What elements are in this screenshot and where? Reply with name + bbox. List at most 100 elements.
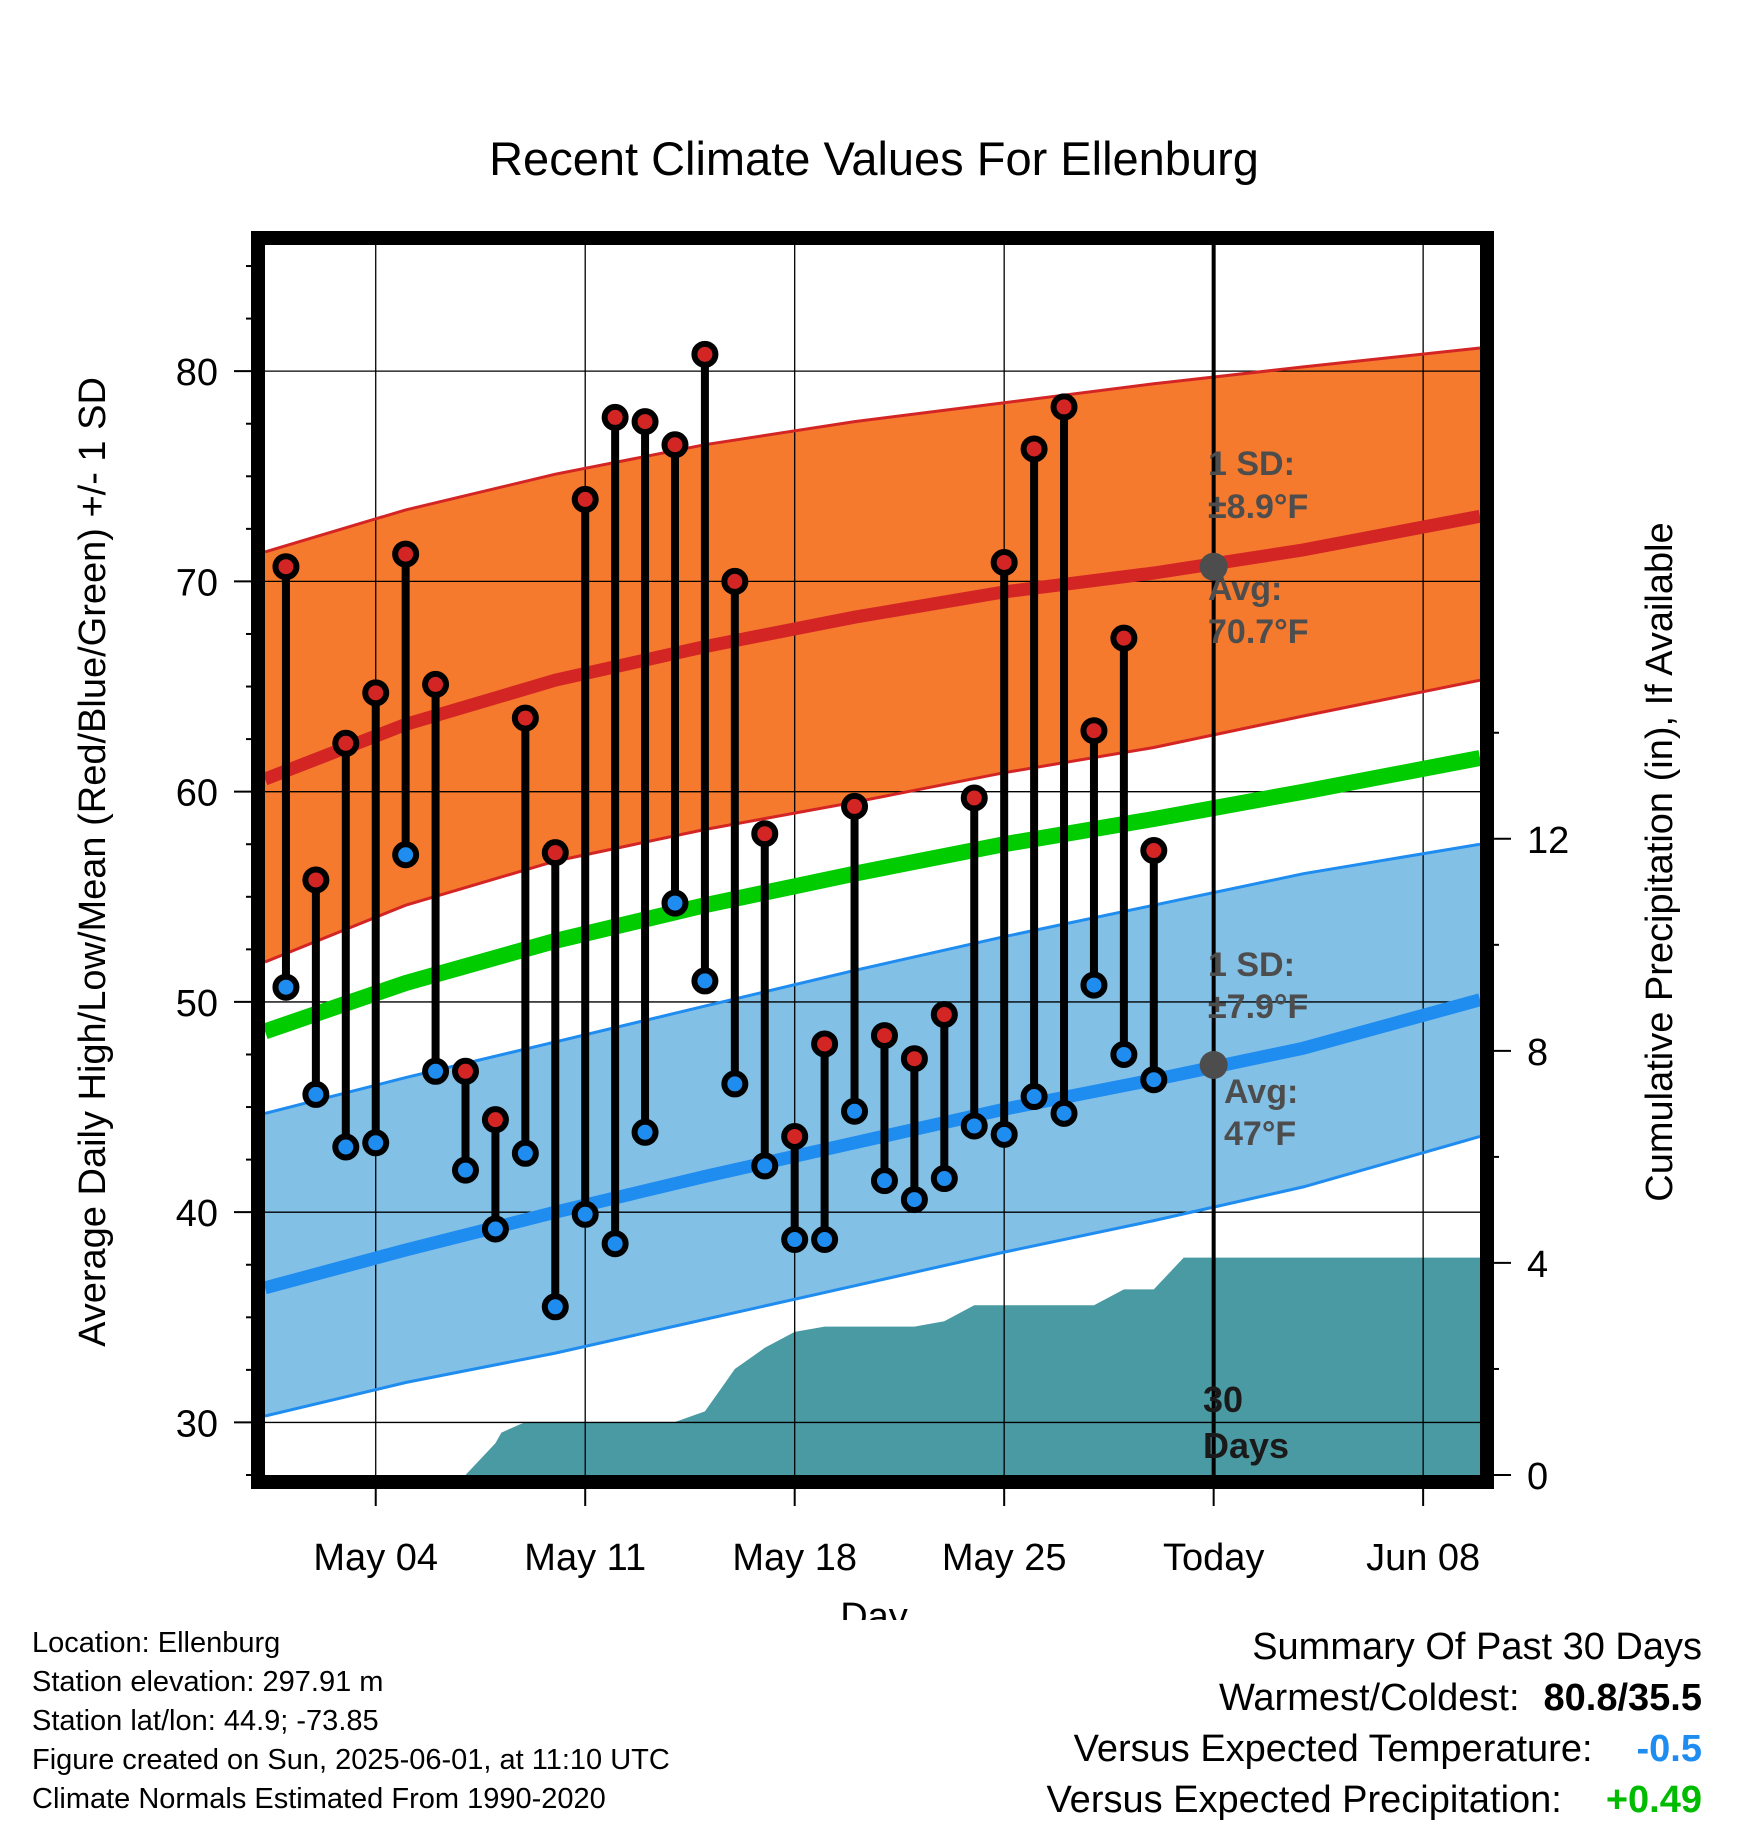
high-plus-sd-line <box>265 346 1480 554</box>
latlon-text: Station lat/lon: 44.9; -73.85 <box>32 1705 379 1737</box>
daily-high-point <box>601 403 629 431</box>
daily-high-point <box>302 866 330 894</box>
plot-frame <box>251 231 1494 1489</box>
daily-low-point <box>1050 1099 1078 1127</box>
daily-high-point <box>781 1122 809 1150</box>
daily-low-point <box>481 1215 509 1243</box>
low-avg-value: 47°F <box>1224 1115 1296 1153</box>
x-tick-label: May 11 <box>524 1537 646 1579</box>
daily-high-point <box>960 784 988 812</box>
daily-low-point <box>1080 971 1108 999</box>
low-sd-value: ±7.9°F <box>1208 988 1308 1026</box>
daily-low-point <box>811 1226 839 1254</box>
y-tick-label: 30 <box>176 1403 218 1445</box>
daily-high-point <box>900 1045 928 1073</box>
temp-anomaly-label: Versus Expected Temperature: <box>1073 1728 1593 1770</box>
daily-low-point <box>721 1070 749 1098</box>
daily-low-point <box>392 841 420 869</box>
daily-low-point <box>452 1156 480 1184</box>
daily-low-point <box>571 1200 599 1228</box>
summary-panel: Summary Of Past 30 Days Warmest/Coldest:… <box>1046 1622 1702 1826</box>
created-text: Figure created on Sun, 2025-06-01, at 11… <box>32 1744 670 1776</box>
daily-high-point <box>811 1030 839 1058</box>
daily-high-point <box>332 729 360 757</box>
today-low-avg-marker <box>1199 1051 1228 1079</box>
location-text: Location: Ellenburg <box>32 1627 281 1659</box>
high-avg-label: Avg: <box>1208 570 1282 608</box>
y-tick-label: 50 <box>176 983 218 1025</box>
temp-anomaly-value: -0.5 <box>1636 1728 1702 1770</box>
low-minus-sd-line <box>265 1135 1480 1418</box>
low-sd-band <box>265 844 1480 1417</box>
normal-high-line <box>265 509 1480 786</box>
y-tick-label: 80 <box>176 352 218 394</box>
daily-high-point <box>392 540 420 568</box>
precip-anomaly-value: +0.49 <box>1605 1779 1702 1821</box>
daily-low-point <box>541 1293 569 1321</box>
daily-high-point <box>422 670 450 698</box>
summary-precip: Versus Expected Precipitation: +0.49 <box>1046 1775 1702 1826</box>
daily-low-point <box>870 1167 898 1195</box>
high-sd-band <box>265 348 1480 962</box>
today-high-avg-marker <box>1199 552 1228 581</box>
high-sd-value: ±8.9°F <box>1208 488 1308 526</box>
x-axis-label: Day <box>840 1596 908 1620</box>
low-avg-label: Avg: <box>1224 1073 1298 1111</box>
x-tick-label: Jun 08 <box>1366 1537 1480 1579</box>
y-tick-label: 70 <box>176 562 218 604</box>
daily-high-point <box>1080 717 1108 745</box>
period-unit: Days <box>1203 1425 1289 1466</box>
elevation-text: Station elevation: 297.91 m <box>32 1666 384 1698</box>
daily-low-point <box>1020 1083 1048 1111</box>
daily-high-point <box>930 1001 958 1029</box>
daily-high-point <box>452 1057 480 1085</box>
warm-cold-label: Warmest/Coldest: <box>1218 1677 1520 1719</box>
daily-high-point <box>272 553 300 581</box>
high-sd-label: 1 SD: <box>1208 445 1295 483</box>
y-tick-label: 60 <box>176 773 218 815</box>
daily-high-point <box>1110 624 1138 652</box>
daily-high-point <box>481 1106 509 1134</box>
daily-low-point <box>900 1186 928 1214</box>
warm-cold-value: 80.8/35.5 <box>1543 1677 1702 1719</box>
daily-low-point <box>661 889 689 917</box>
daily-high-point <box>1020 435 1048 463</box>
daily-high-point <box>870 1022 898 1050</box>
chart-title: Recent Climate Values For Ellenburg <box>489 132 1259 185</box>
daily-high-point <box>691 340 719 368</box>
daily-low-point <box>601 1230 629 1258</box>
daily-high-point <box>990 548 1018 576</box>
daily-high-point <box>631 408 659 436</box>
precip-anomaly-label: Versus Expected Precipitation: <box>1046 1779 1562 1821</box>
daily-low-point <box>272 973 300 1001</box>
daily-low-point <box>930 1165 958 1193</box>
daily-high-point <box>751 820 779 848</box>
summary-title: Summary Of Past 30 Days <box>1252 1626 1702 1668</box>
period-number: 30 <box>1203 1379 1243 1420</box>
y-tick-label: 40 <box>176 1193 218 1235</box>
daily-low-point <box>781 1226 809 1254</box>
y2-tick-label: 12 <box>1527 820 1569 862</box>
station-info: Location: Ellenburg Station elevation: 2… <box>32 1624 670 1819</box>
daily-high-point <box>1050 393 1078 421</box>
daily-low-point <box>960 1112 988 1140</box>
y-axis-label: Average Daily High/Low/Mean (Red/Blue/Gr… <box>72 377 114 1347</box>
y2-tick-label: 0 <box>1527 1456 1548 1498</box>
daily-high-point <box>362 679 390 707</box>
daily-high-point <box>661 431 689 459</box>
climate-chart: Recent Climate Values For Ellenburg 1 SD… <box>72 132 1681 1620</box>
daily-high-point <box>721 567 749 595</box>
daily-low-point <box>362 1129 390 1157</box>
y2-tick-label: 8 <box>1527 1032 1548 1074</box>
daily-low-point <box>1140 1066 1168 1094</box>
plot-area: 1 SD: ±8.9°F Avg: 70.7°F 1 SD: ±7.9°F Avg: 47°F… <box>176 231 1569 1579</box>
daily-low-point <box>751 1152 779 1180</box>
daily-low-point <box>631 1118 659 1146</box>
daily-low-point <box>511 1139 539 1167</box>
daily-low-point <box>332 1133 360 1161</box>
summary-warm-cold: Warmest/Coldest: 80.8/35.5 <box>1046 1673 1702 1724</box>
low-sd-label: 1 SD: <box>1208 946 1295 984</box>
high-avg-value: 70.7°F <box>1208 613 1309 651</box>
daily-high-point <box>541 839 569 867</box>
daily-high-point <box>841 792 869 820</box>
